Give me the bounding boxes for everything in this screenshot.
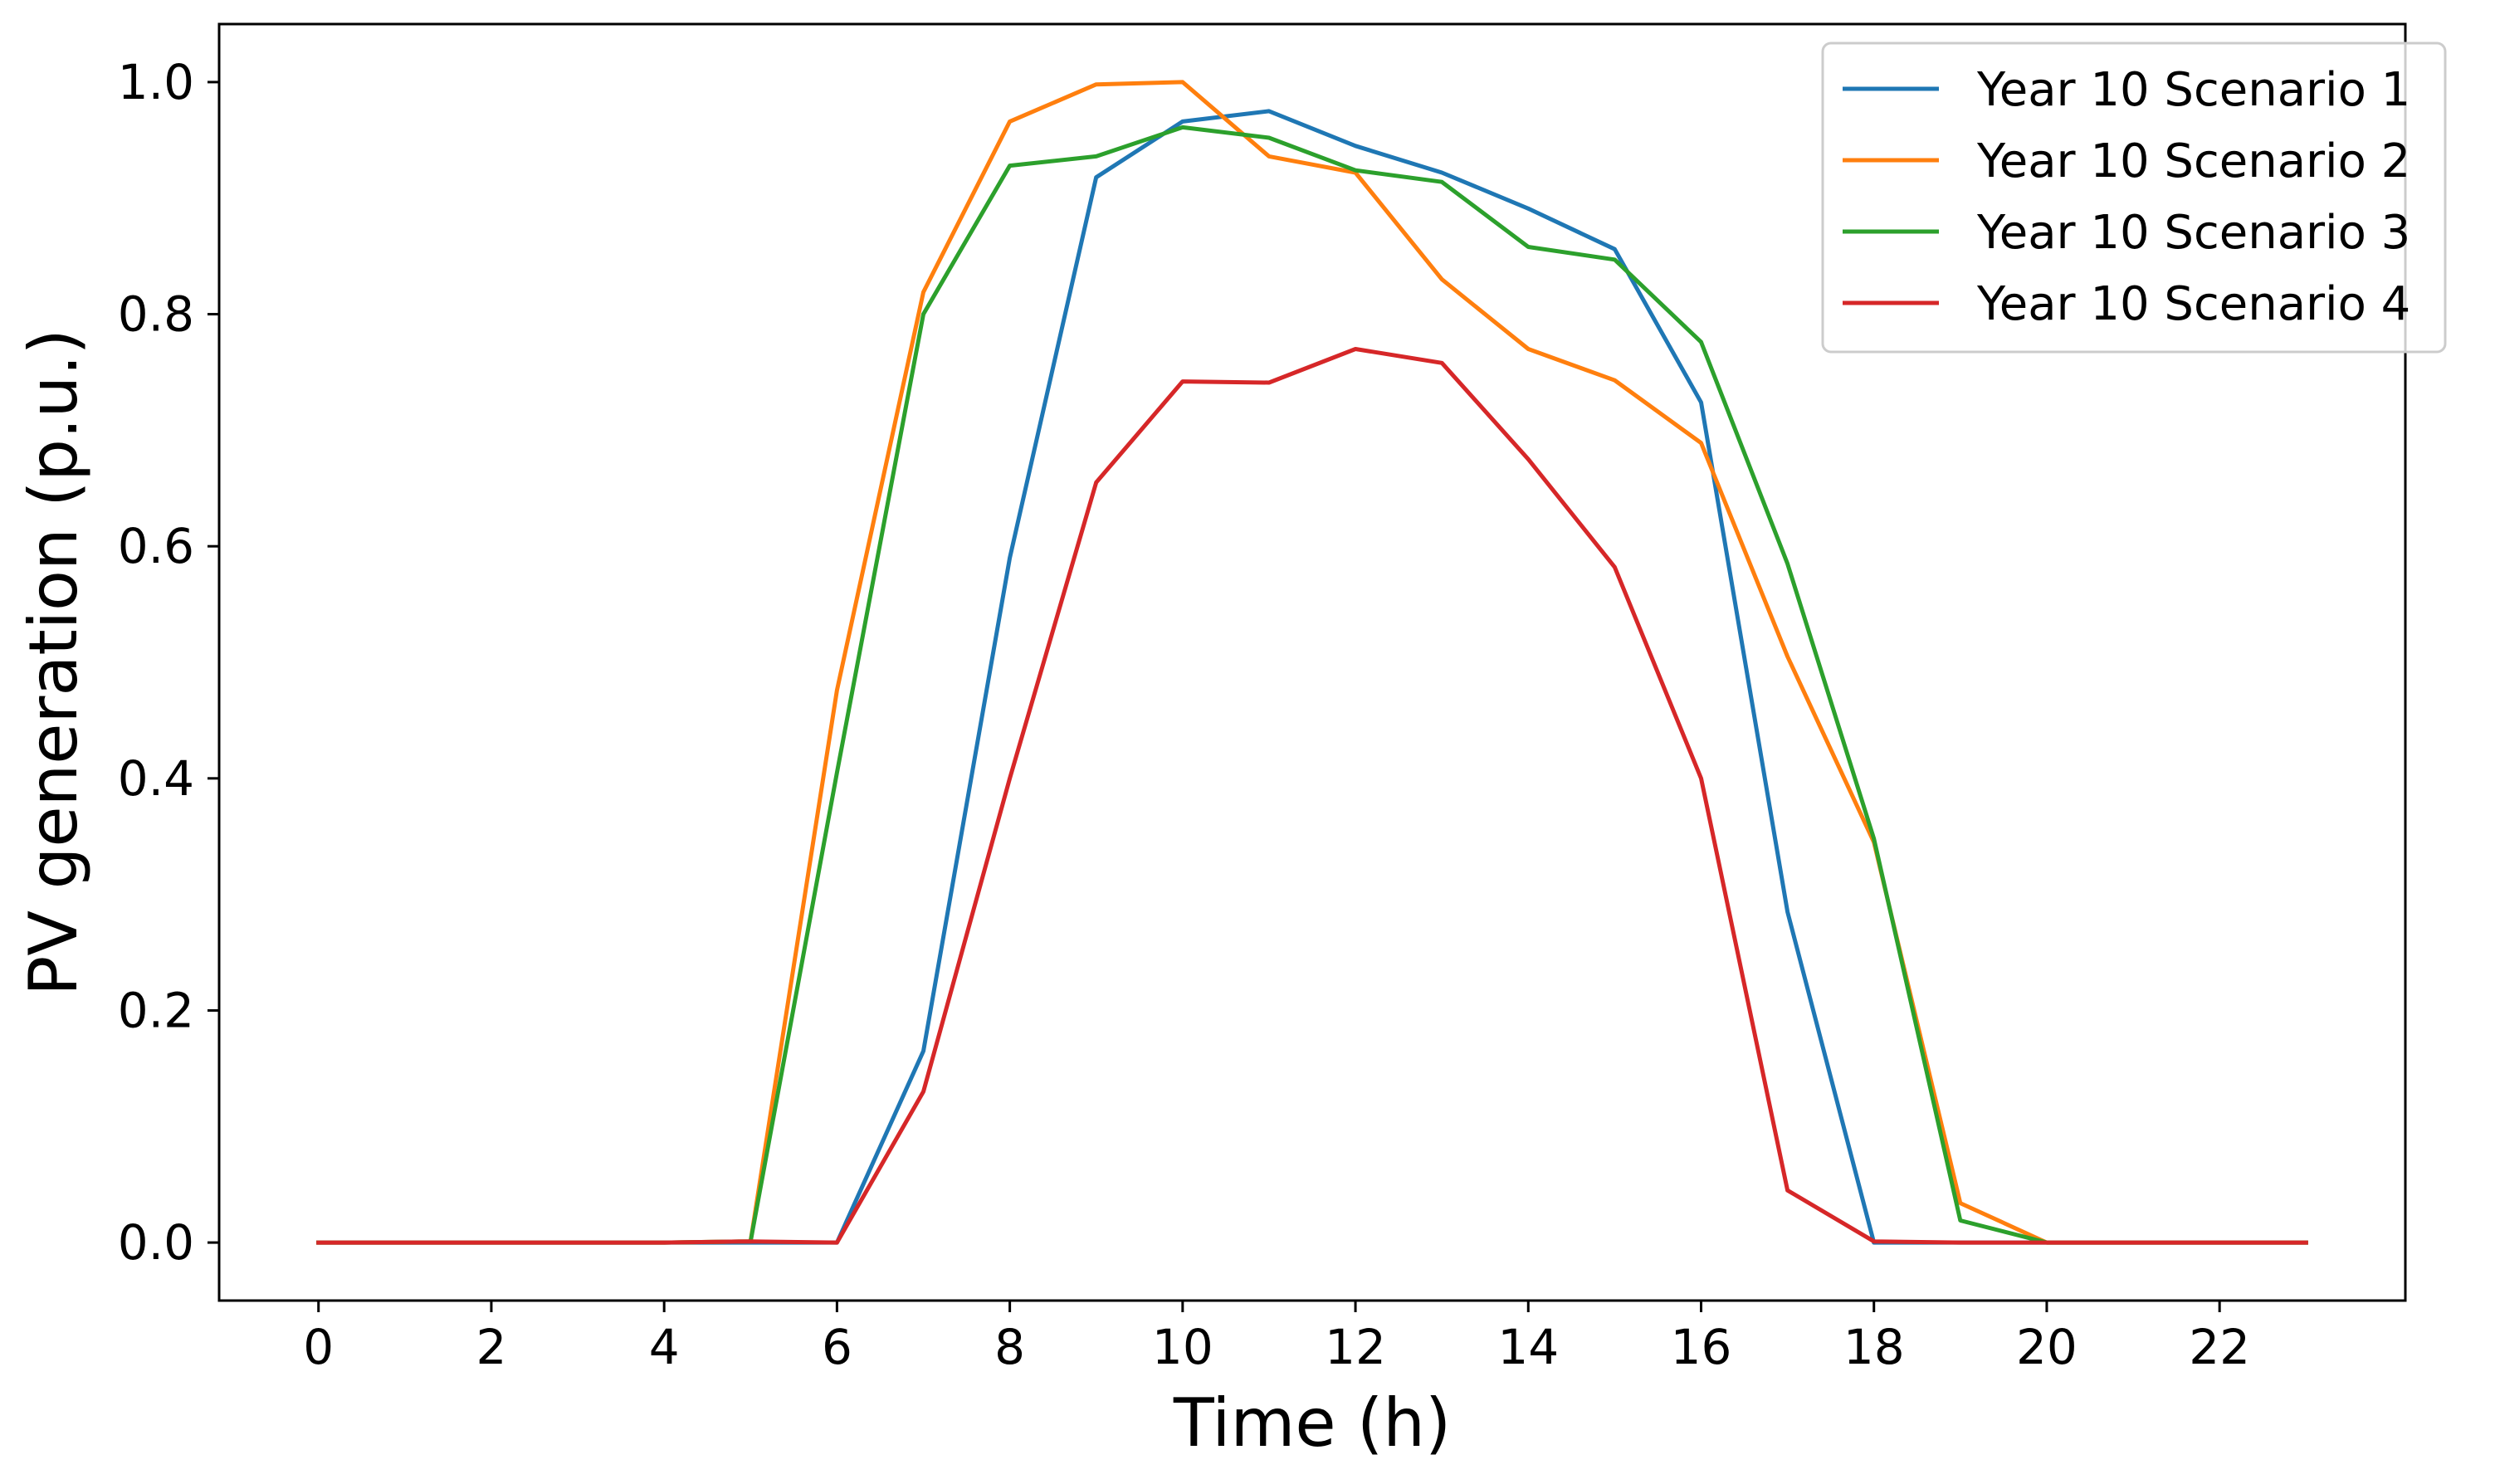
series-line-4 [316, 347, 2308, 1245]
x-tick-label: 14 [1497, 1319, 1559, 1375]
y-tick-label: 1.0 [118, 54, 194, 110]
legend-label-1: Year 10 Scenario 1 [1976, 63, 2410, 117]
series-layer [316, 80, 2308, 1245]
legend-label-2: Year 10 Scenario 2 [1976, 134, 2410, 188]
legend-box [1821, 41, 2447, 354]
legend-label-4: Year 10 Scenario 4 [1976, 277, 2410, 331]
x-tick-label: 10 [1152, 1319, 1213, 1375]
y-tick-label: 0.2 [118, 982, 194, 1038]
y-tick-label: 0.8 [118, 286, 194, 343]
plot-frame [217, 22, 2407, 1302]
x-tick-label: 4 [649, 1319, 680, 1375]
y-tick-label: 0.0 [118, 1214, 194, 1271]
x-tick-label: 16 [1671, 1319, 1732, 1375]
x-tick-label: 0 [303, 1319, 334, 1375]
x-axis: 0 2 4 6 8 10 12 14 16 18 20 22 [303, 1301, 2250, 1375]
x-tick-label: 22 [2189, 1319, 2250, 1375]
legend: Year 10 Scenario 1 Year 10 Scenario 2 Year… [1821, 41, 2447, 354]
y-axis: 0.0 0.2 0.4 0.6 0.8 1.0 [118, 54, 219, 1271]
y-axis-title: PV generation (p.u.) [15, 329, 92, 996]
x-tick-label: 18 [1843, 1319, 1905, 1375]
x-tick-label: 20 [2016, 1319, 2078, 1375]
legend-label-3: Year 10 Scenario 3 [1976, 206, 2410, 260]
x-tick-label: 2 [476, 1319, 506, 1375]
x-tick-label: 12 [1325, 1319, 1386, 1375]
x-axis-title: Time (h) [1173, 1384, 1451, 1462]
y-tick-label: 0.4 [118, 750, 194, 807]
x-tick-label: 8 [994, 1319, 1025, 1375]
y-tick-label: 0.6 [118, 518, 194, 574]
x-tick-label: 6 [822, 1319, 852, 1375]
